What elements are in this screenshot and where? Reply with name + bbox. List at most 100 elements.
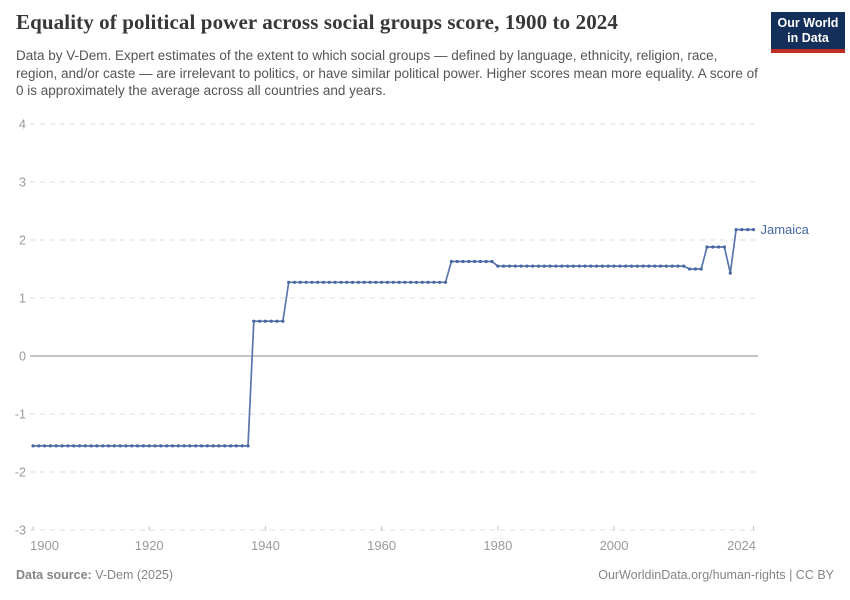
data-point (728, 271, 732, 275)
data-point (455, 259, 459, 264)
y-axis-label: -1 (15, 408, 26, 422)
data-point (566, 264, 570, 268)
owid-logo-line1: Our World (777, 16, 839, 30)
data-point (345, 280, 349, 284)
entity-label[interactable]: Jamaica (761, 222, 810, 237)
chart-title: Equality of political power across socia… (16, 10, 618, 34)
data-point (635, 264, 639, 268)
data-point (560, 264, 564, 268)
data-point (246, 444, 250, 448)
data-source-label: Data source: (16, 568, 92, 582)
data-point (182, 444, 186, 448)
data-point (682, 264, 686, 268)
data-point (461, 259, 465, 264)
data-point (136, 444, 140, 448)
data-point (106, 444, 111, 448)
data-point (72, 444, 76, 448)
data-point (298, 280, 302, 284)
data-point (554, 264, 558, 268)
data-point (490, 259, 494, 264)
data-point (536, 264, 541, 268)
data-point (147, 444, 151, 448)
data-point (275, 319, 279, 323)
data-point (397, 280, 401, 284)
data-point (507, 264, 512, 268)
data-point (670, 264, 674, 268)
data-point (409, 280, 413, 284)
x-axis-label: 1960 (367, 538, 396, 553)
data-point (641, 264, 645, 268)
data-point (223, 444, 227, 448)
data-point (351, 280, 355, 284)
data-point (420, 280, 424, 284)
y-axis-label: 3 (19, 176, 26, 190)
data-point (281, 319, 285, 323)
data-point (374, 280, 378, 284)
owid-logo-line2: in Data (787, 31, 829, 45)
data-point (531, 264, 535, 268)
y-axis-label: -3 (15, 524, 26, 538)
data-point (629, 264, 634, 268)
data-point (711, 245, 715, 249)
x-axis-label: 2000 (600, 538, 629, 553)
data-point (746, 228, 750, 232)
data-point (426, 280, 430, 284)
data-point (583, 264, 587, 268)
data-point (513, 264, 517, 268)
data-point (124, 444, 128, 448)
data-point (548, 264, 552, 268)
data-point (77, 444, 82, 448)
data-point (612, 264, 616, 268)
owid-logo-red-bar (771, 49, 845, 53)
data-point (385, 280, 389, 284)
data-point (362, 280, 366, 284)
data-point (496, 264, 500, 268)
data-point (229, 444, 233, 448)
data-point (368, 280, 372, 284)
x-axis-label: 1980 (483, 538, 512, 553)
data-point (525, 264, 529, 268)
chart-subtitle: Data by V-Dem. Expert estimates of the e… (16, 48, 758, 98)
data-point (664, 264, 668, 268)
data-point (310, 280, 314, 284)
data-point (676, 264, 680, 268)
data-point (705, 245, 709, 249)
data-point (37, 444, 41, 448)
data-point (449, 259, 453, 264)
data-point (478, 259, 482, 264)
data-point (170, 444, 175, 448)
data-point (31, 444, 35, 448)
data-point (484, 259, 488, 264)
data-point (159, 444, 163, 448)
data-point (141, 444, 145, 448)
y-axis-label: 0 (19, 350, 26, 364)
data-point (118, 444, 122, 448)
data-point (60, 444, 64, 448)
data-point (595, 264, 599, 268)
data-point (205, 444, 209, 448)
chart-footer: Data source: V-Dem (2025) OurWorldinData… (16, 568, 834, 582)
data-point (380, 280, 384, 284)
data-point (304, 280, 308, 284)
data-point (43, 444, 47, 448)
data-point (356, 280, 360, 284)
data-point (112, 444, 116, 448)
data-point (211, 444, 215, 448)
data-point (95, 444, 99, 448)
owid-logo[interactable]: Our World in Data (771, 12, 845, 53)
data-point (473, 259, 477, 264)
series-line (33, 228, 754, 447)
data-point (327, 280, 331, 284)
data-point (717, 245, 721, 249)
data-point (658, 264, 663, 268)
data-point (287, 280, 291, 284)
data-point (83, 444, 87, 448)
data-point (722, 245, 727, 249)
y-axis-label: -2 (15, 466, 26, 480)
data-point (263, 319, 267, 323)
license-text: OurWorldinData.org/human-rights | CC BY (598, 568, 834, 582)
data-point (618, 264, 622, 268)
data-point (54, 444, 58, 448)
